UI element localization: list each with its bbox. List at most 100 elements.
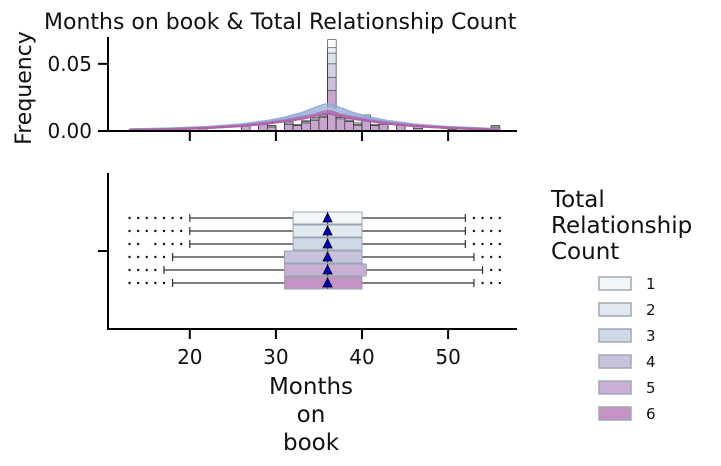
outlier-point	[136, 242, 140, 246]
legend-swatch-2	[598, 302, 632, 317]
outlier-point	[128, 268, 131, 272]
x-axis-label-line: Months	[269, 374, 353, 400]
legend-label-5: 5	[646, 379, 656, 397]
mean-marker	[322, 277, 333, 288]
boxplot-group-2	[128, 224, 501, 238]
histogram-bar	[335, 118, 346, 132]
outlier-point	[162, 281, 166, 285]
outlier-point	[154, 242, 157, 246]
outlier-point	[489, 216, 493, 220]
outlier-point	[136, 216, 140, 220]
outlier-point	[481, 281, 484, 285]
outlier-point	[145, 255, 148, 259]
kde-line-6	[129, 112, 500, 131]
outlier-point	[481, 216, 484, 220]
x-axis-label-line: on	[297, 402, 326, 428]
y-axis-label: Frequency	[12, 31, 37, 145]
outlier-point	[154, 281, 157, 285]
chart-title: Months on book & Total Relationship Coun…	[44, 10, 517, 35]
mean-marker	[322, 212, 333, 223]
outlier-point	[489, 268, 493, 272]
outlier-point	[136, 229, 140, 233]
mean-marker	[322, 264, 333, 275]
legend-title-line: Total	[550, 187, 605, 213]
outlier-point	[481, 229, 484, 233]
boxplot-group-4	[128, 250, 501, 264]
outlier-point	[154, 268, 157, 272]
outlier-point	[154, 229, 157, 233]
legend-swatch-6	[598, 406, 632, 421]
outlier-point	[498, 216, 501, 220]
histogram-bar	[301, 122, 311, 132]
x-tick-label: 30	[263, 345, 288, 369]
histogram-bar	[318, 117, 328, 132]
mean-marker	[322, 238, 333, 249]
outlier-point	[136, 255, 140, 259]
y-axis-ticks: 0.00 0.05	[47, 52, 108, 143]
outlier-point	[128, 242, 131, 246]
outlier-point	[145, 229, 148, 233]
outlier-point	[179, 216, 183, 220]
boxplot-group-3	[128, 237, 501, 251]
boxplot-marks	[128, 211, 501, 290]
outlier-point	[171, 229, 174, 233]
outlier-point	[154, 216, 157, 220]
legend-swatch-4	[598, 354, 632, 369]
x-axis-ticks: 20 30 40 50	[177, 329, 461, 369]
outlier-point	[498, 281, 501, 285]
kde-line-3	[129, 102, 500, 131]
outlier-point	[145, 268, 148, 272]
outlier-point	[162, 255, 166, 259]
outlier-point	[481, 242, 484, 246]
outlier-point	[472, 229, 476, 233]
outlier-point	[171, 216, 174, 220]
histogram-panel: Months on book & Total Relationship Coun…	[12, 10, 517, 145]
outlier-point	[489, 242, 493, 246]
boxplot-group-1	[128, 211, 501, 225]
outlier-point	[498, 229, 501, 233]
mean-marker	[322, 251, 333, 262]
outlier-point	[128, 281, 131, 285]
legend-label-6: 6	[646, 405, 656, 423]
mean-marker	[322, 225, 333, 236]
legend-label-3: 3	[646, 327, 656, 345]
x-tick-label: 50	[435, 345, 460, 369]
box	[284, 276, 363, 290]
outlier-point	[162, 216, 166, 220]
histogram-bar	[378, 123, 389, 132]
legend-swatch-1	[598, 276, 632, 291]
legend-items: 1 2 3 4 5 6	[598, 275, 656, 423]
legend-label-4: 4	[646, 353, 656, 371]
outlier-point	[128, 229, 131, 233]
legend-label-1: 1	[646, 275, 656, 293]
outlier-point	[489, 229, 493, 233]
outlier-point	[472, 216, 476, 220]
boxplot-group-5	[128, 263, 501, 277]
legend-swatch-5	[598, 380, 632, 395]
legend-swatch-3	[598, 328, 632, 343]
outlier-point	[498, 268, 501, 272]
legend-title-line: Relationship	[551, 213, 692, 239]
outlier-point	[162, 242, 166, 246]
x-tick-label: 20	[177, 345, 202, 369]
outlier-point	[162, 229, 166, 233]
outlier-point	[179, 229, 183, 233]
outlier-point	[481, 255, 484, 259]
outlier-point	[154, 255, 157, 259]
y-tick-label: 0.00	[47, 119, 92, 143]
histogram-bar	[284, 123, 294, 132]
kde-lines	[129, 102, 500, 131]
histogram-bar	[344, 121, 354, 132]
outlier-point	[179, 242, 183, 246]
outlier-point	[128, 216, 131, 220]
outlier-point	[145, 281, 148, 285]
outlier-point	[145, 216, 148, 220]
outlier-point	[489, 281, 493, 285]
legend-title-line: Count	[551, 239, 619, 265]
outlier-point	[136, 281, 140, 285]
